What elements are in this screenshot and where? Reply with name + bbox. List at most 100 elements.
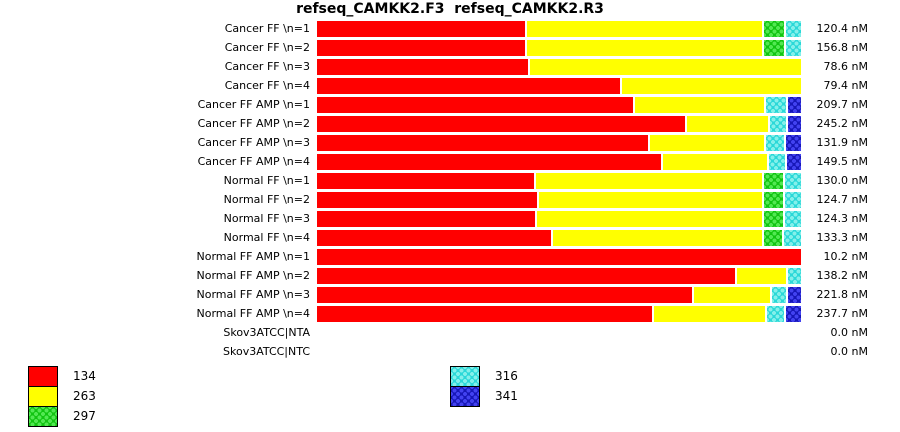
row-value: 245.2 nM bbox=[816, 117, 868, 130]
bar-segment-263 bbox=[736, 268, 787, 284]
bar-segment-134 bbox=[317, 306, 652, 322]
bar-row: Normal FF \n=1 130.0 nM bbox=[0, 173, 900, 189]
stacked-bar bbox=[317, 249, 801, 265]
bar-row: Normal FF \n=4 133.3 nM bbox=[0, 230, 900, 246]
bar-segment-263 bbox=[537, 211, 762, 227]
bar-segment-316 bbox=[769, 154, 786, 170]
stacked-bar bbox=[317, 59, 801, 75]
legend-column-middle: 316 341 bbox=[450, 366, 518, 407]
bar-segment-134 bbox=[317, 192, 538, 208]
bar-row: Cancer FF AMP \n=2 245.2 nM bbox=[0, 116, 900, 132]
row-value: 156.8 nM bbox=[816, 41, 868, 54]
bar-row: Cancer FF \n=4 79.4 nM bbox=[0, 78, 900, 94]
bar-segment-134 bbox=[317, 230, 552, 246]
bar-segment-263 bbox=[553, 230, 762, 246]
bar-segment-316 bbox=[765, 97, 786, 113]
bar-segment-341 bbox=[786, 135, 801, 151]
bar-segment-263 bbox=[653, 306, 765, 322]
bar-row: Skov3ATCC|NTA 0.0 nM bbox=[0, 325, 900, 341]
bar-segment-134 bbox=[317, 59, 529, 75]
legend-swatch-cyan-pattern bbox=[450, 366, 480, 387]
bar-segment-134 bbox=[317, 116, 685, 132]
bar-segment-341 bbox=[788, 287, 801, 303]
bar-row: Normal FF AMP \n=3 221.8 nM bbox=[0, 287, 900, 303]
bar-segment-316 bbox=[772, 287, 787, 303]
bar-row: Cancer FF \n=2 156.8 nM bbox=[0, 40, 900, 56]
stacked-bar bbox=[317, 154, 802, 170]
bar-row: Normal FF \n=3 124.3 nM bbox=[0, 211, 900, 227]
bar-segment-297 bbox=[763, 192, 784, 208]
row-label: Cancer FF AMP \n=2 bbox=[197, 117, 310, 130]
row-value: 78.6 nM bbox=[823, 60, 868, 73]
stacked-bar bbox=[317, 268, 801, 284]
bar-segment-316 bbox=[785, 211, 802, 227]
row-value: 0.0 nM bbox=[830, 326, 868, 339]
row-value: 138.2 nM bbox=[816, 269, 868, 282]
stacked-bar bbox=[317, 78, 801, 94]
row-value: 237.7 nM bbox=[816, 307, 868, 320]
bar-segment-297 bbox=[763, 173, 784, 189]
bar-segment-341 bbox=[788, 116, 801, 132]
row-value: 149.5 nM bbox=[816, 155, 868, 168]
bar-segment-263 bbox=[527, 21, 762, 37]
bar-segment-134 bbox=[317, 268, 735, 284]
legend-label: 134 bbox=[73, 369, 96, 383]
bar-row: Cancer FF \n=1 120.4 nM bbox=[0, 21, 900, 37]
row-label: Normal FF \n=2 bbox=[223, 193, 310, 206]
bar-segment-316 bbox=[788, 268, 801, 284]
bar-segment-263 bbox=[662, 154, 768, 170]
bar-row: Cancer FF \n=3 78.6 nM bbox=[0, 59, 900, 75]
row-value: 221.8 nM bbox=[816, 288, 868, 301]
legend-item-297: 297 bbox=[28, 406, 96, 427]
legend-item-263: 263 bbox=[28, 386, 96, 407]
row-value: 124.3 nM bbox=[816, 212, 868, 225]
row-label: Normal FF AMP \n=2 bbox=[196, 269, 311, 282]
row-value: 131.9 nM bbox=[816, 136, 868, 149]
bar-segment-134 bbox=[317, 40, 526, 56]
legend-column-left: 134 263 297 bbox=[28, 366, 96, 427]
bar-segment-134 bbox=[317, 154, 661, 170]
row-label: Normal FF AMP \n=4 bbox=[196, 307, 311, 320]
bar-segment-134 bbox=[317, 97, 633, 113]
bar-segment-297 bbox=[763, 230, 783, 246]
legend-label: 316 bbox=[495, 369, 518, 383]
row-label: Cancer FF \n=3 bbox=[224, 60, 310, 73]
bar-segment-316 bbox=[785, 192, 801, 208]
row-label: Normal FF \n=4 bbox=[223, 231, 310, 244]
row-label: Normal FF \n=1 bbox=[223, 174, 310, 187]
legend-swatch-blue-pattern bbox=[450, 386, 480, 407]
legend-label: 341 bbox=[495, 389, 518, 403]
stacked-bar bbox=[317, 230, 801, 246]
bar-segment-263 bbox=[649, 135, 764, 151]
bar-row: Cancer FF AMP \n=3 131.9 nM bbox=[0, 135, 900, 151]
bar-segment-263 bbox=[621, 78, 801, 94]
row-label: Cancer FF AMP \n=3 bbox=[197, 136, 310, 149]
stacked-bar bbox=[317, 325, 801, 341]
bar-segment-263 bbox=[634, 97, 764, 113]
stacked-bar bbox=[317, 287, 801, 303]
row-label: Skov3ATCC|NTC bbox=[223, 345, 310, 358]
bar-segment-341 bbox=[785, 306, 801, 322]
bar-segment-263 bbox=[530, 59, 801, 75]
bar-segment-263 bbox=[686, 116, 769, 132]
stacked-bar bbox=[317, 21, 801, 37]
bar-segment-316 bbox=[766, 306, 784, 322]
bar-segment-341 bbox=[787, 97, 801, 113]
bar-row: Normal FF AMP \n=4 237.7 nM bbox=[0, 306, 900, 322]
bar-segment-297 bbox=[763, 40, 785, 56]
bar-segment-316 bbox=[785, 173, 801, 189]
bar-segment-297 bbox=[763, 211, 784, 227]
bar-segment-263 bbox=[527, 40, 762, 56]
bar-row: Cancer FF AMP \n=4 149.5 nM bbox=[0, 154, 900, 170]
row-value: 120.4 nM bbox=[816, 22, 868, 35]
row-label: Skov3ATCC|NTA bbox=[223, 326, 310, 339]
bar-row: Normal FF AMP \n=2 138.2 nM bbox=[0, 268, 900, 284]
legend-item-134: 134 bbox=[28, 366, 96, 387]
bar-segment-316 bbox=[784, 230, 801, 246]
stacked-bar bbox=[317, 116, 801, 132]
bar-row: Skov3ATCC|NTC 0.0 nM bbox=[0, 344, 900, 360]
stacked-bar bbox=[317, 192, 801, 208]
bar-segment-316 bbox=[786, 40, 801, 56]
row-value: 79.4 nM bbox=[823, 79, 868, 92]
legend-swatch-yellow bbox=[28, 386, 58, 407]
